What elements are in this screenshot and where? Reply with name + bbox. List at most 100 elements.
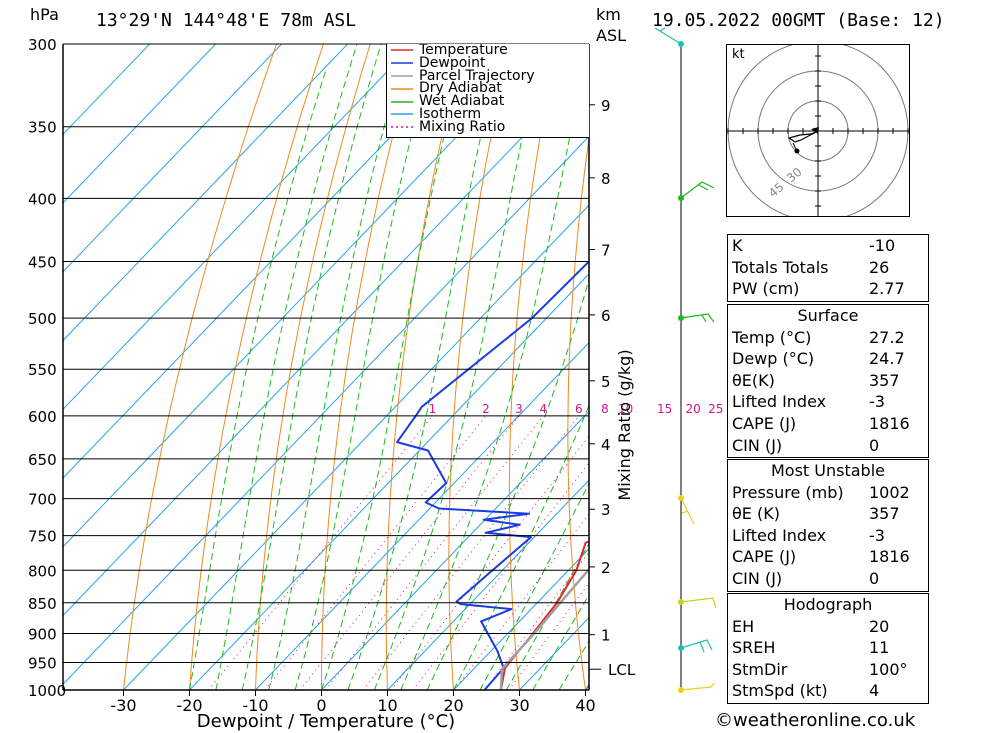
wind-barb-dot [678,195,684,201]
mu-cin-label: CIN (J) [732,568,783,588]
wind-barb [680,313,715,323]
x-tick-label: -30 [110,696,136,715]
legend-label: Dewpoint [419,54,486,71]
wind-barb [680,597,717,609]
mixing-ratio-label: 8 [601,402,609,416]
wet-adiabat-line [400,44,589,690]
km-tick-label: 6 [601,307,611,325]
legend-item: Wet Adiabat [387,94,589,108]
wind-barb [654,27,682,45]
isotherm-line [453,548,589,690]
mu-li-label: Lifted Index [732,525,827,545]
surface-title: Surface [797,306,859,325]
x-tick-label: 20 [443,696,463,715]
row-sreh: SREH 11 [728,637,928,659]
row-s-theta: θE(K) 357 [728,370,928,392]
wet-adiabat-line [532,593,589,690]
mixing-ratio-label: 20 [686,402,701,416]
hodograph-storm-marker [811,127,819,134]
s-cin-value: 0 [869,435,880,455]
sreh-value: 11 [869,638,890,658]
mixing-ratio-label: 4 [539,402,547,416]
pressure-tick-label: 750 [28,528,57,546]
hodograph-trace [787,130,819,143]
stmdir-value: 100° [869,659,908,679]
row-k: K -10 [728,235,928,257]
legend-swatch [391,126,413,128]
legend-label: Parcel Trajectory [419,67,535,84]
surface-table: Surface Temp (°C) 27.2 Dewp (°C) 24.7 θE(K… [727,304,929,458]
x-tick-label: -10 [242,696,268,715]
hodograph-table: Hodograph EH 20 SREH 11 StmDir 100° StmSpd … [727,593,929,704]
isotherm-line [63,44,217,204]
sreh-label: SREH [732,638,776,658]
mixing-ratio-axis-label: Mixing Ratio (g/kg) [615,349,634,500]
legend-swatch [391,62,413,64]
isotherm-line [63,44,151,135]
wet-adiabat-line [453,404,589,690]
row-s-dewp: Dewp (°C) 24.7 [728,348,928,370]
km-tick-label: 7 [601,241,611,259]
s-theta-label: θE(K) [732,370,775,390]
mu-press-value: 1002 [869,482,910,502]
wind-barb-dot [678,599,684,605]
pressure-tick-label: 700 [28,491,57,509]
km-unit-label: km [596,5,621,24]
legend-item: Dry Adiabat [387,82,589,95]
isotherm-line [63,44,415,410]
pressure-tick-label: 600 [28,408,57,426]
mixing-ratio-line [362,415,580,690]
s-li-value: -3 [869,392,885,412]
km-tick-label: 2 [601,559,611,577]
row-pw: PW (cm) 2.77 [728,278,928,300]
x-tick-label: 10 [377,696,397,715]
mu-cape-value: 1816 [869,547,910,567]
x-axis-label: Dewpoint / Temperature (°C) [197,711,455,732]
s-cape-label: CAPE (J) [732,413,797,433]
legend-item: Parcel Trajectory [387,67,589,84]
s-theta-value: 357 [869,370,900,390]
chart-legend: Temperature Dewpoint Parcel Trajectory Dry … [386,43,589,138]
row-stmdir: StmDir 100° [728,659,928,681]
mu-press-label: Pressure (mb) [732,482,844,502]
isotherm-line [63,44,481,479]
wet-adiabat-line [241,44,382,690]
eh-value: 20 [869,616,890,636]
pressure-tick-label: 300 [28,36,57,54]
legend-item: Mixing Ratio [387,120,589,134]
s-temp-value: 27.2 [869,327,905,347]
isotherm-line [63,135,589,685]
km-tick-label: 8 [601,170,611,188]
row-mu-press: Pressure (mb) 1002 [728,482,928,504]
mixing-ratio-line [508,582,589,690]
legend-swatch [391,49,413,52]
x-tick-label: 30 [509,696,529,715]
wind-barb [680,639,713,653]
pressure-tick-label: 550 [28,361,57,379]
k-label: K [732,236,743,255]
mixing-ratio-label: 10 [618,402,633,416]
s-cin-label: CIN (J) [732,435,783,455]
legend-swatch [391,113,413,116]
hodograph-panel: 30 45 kt [726,44,910,217]
x-tick-label: -20 [176,696,202,715]
location-title: 13°29'N 144°48'E 78m ASL [96,10,357,31]
tt-value: 26 [869,257,890,277]
pressure-tick-label: 650 [28,451,57,469]
km-tick-label: 4 [601,436,611,454]
row-mu-li: Lifted Index -3 [728,525,928,547]
most-unstable-table: Most Unstable Pressure (mb) 1002 θE (K) 35… [727,459,929,592]
row-totals: Totals Totals 26 [728,257,928,279]
dry-adiabat-line [567,134,589,690]
mixing-ratio-line [390,435,589,690]
dry-adiabat-line [680,44,718,690]
copyright-link[interactable]: ©weatheronline.co.uk [715,710,916,731]
dry-adiabat-line [189,44,324,690]
x-tick-label: 40 [575,696,595,715]
s-li-label: Lifted Index [732,392,827,412]
row-mu-cape: CAPE (J) 1816 [728,546,928,568]
x-tick-label: 0 [316,696,326,715]
km-tick-label: 9 [601,97,611,115]
legend-item: Isotherm [387,107,589,121]
